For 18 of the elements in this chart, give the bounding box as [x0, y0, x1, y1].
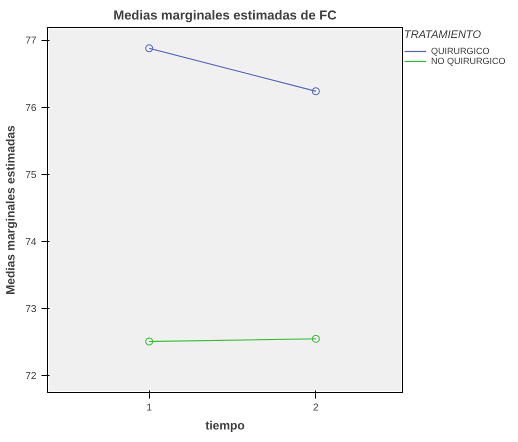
x-tick-label: 1 — [146, 402, 152, 414]
point — [145, 338, 154, 346]
legend-title: TRATAMIENTO — [404, 29, 482, 41]
y-axis-title: Medias marginales estimadas — [3, 124, 18, 295]
x-tick-label: 2 — [313, 402, 320, 414]
point — [312, 87, 320, 96]
y-tick-label: 77 — [25, 36, 37, 47]
y-tick-label: 76 — [25, 102, 37, 114]
chart-title: Medias marginales estimadas de FC — [113, 8, 338, 22]
point — [312, 334, 320, 343]
y-tick-label: 74 — [25, 237, 37, 248]
point — [145, 44, 154, 52]
y-tick-label: 73 — [25, 304, 37, 316]
legend-label: QUIRURGICO — [431, 46, 490, 56]
x-axis-title: tiempo — [205, 418, 245, 432]
y-tick-label: 72 — [25, 371, 37, 382]
legend-label: NO QUIRURGICO — [431, 56, 506, 66]
y-tick-label: 75 — [25, 170, 37, 181]
